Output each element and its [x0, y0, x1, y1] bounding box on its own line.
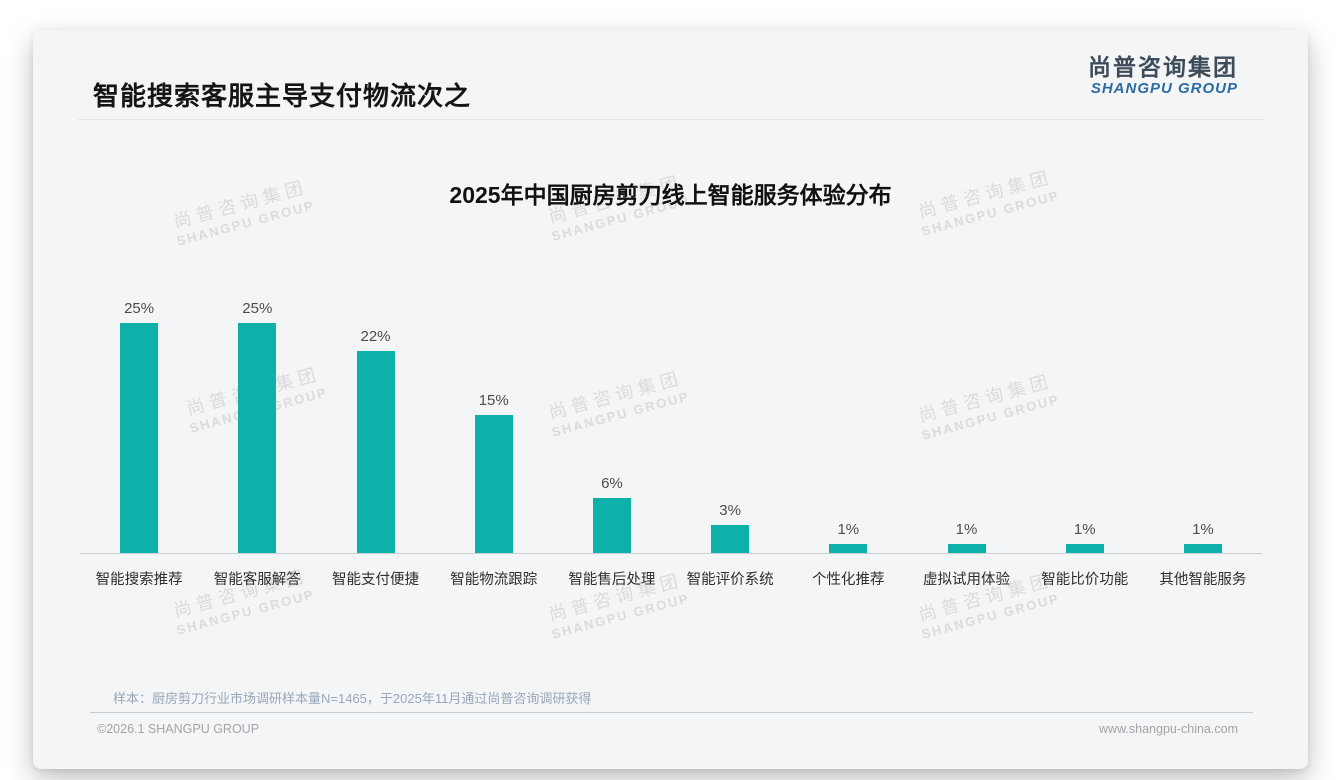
logo: 尚普咨询集团 SHANGPU GROUP: [1088, 54, 1238, 98]
bar: [829, 543, 868, 553]
bar-value-label: 3%: [719, 502, 741, 520]
bar: [711, 525, 750, 553]
watermark-en-text: SHANGPU GROUP: [920, 590, 1062, 643]
logo-cn-text: 尚普咨询集团: [1088, 54, 1238, 80]
bar: [1183, 543, 1222, 553]
bar-column: 22%: [316, 328, 434, 553]
bar-column: 1%: [1144, 521, 1262, 553]
category-label: 其他智能服务: [1159, 572, 1247, 588]
category-label: 智能评价系统: [686, 572, 774, 588]
category-label: 智能客服解答: [213, 572, 301, 588]
chart-title: 2025年中国厨房剪刀线上智能服务体验分布: [449, 182, 892, 208]
category-label: 个性化推荐: [812, 572, 885, 588]
bar-column: 3%: [671, 502, 789, 553]
bar-chart: 25% 25% 22% 15% 6% 3% 1% 1% 1% 1%: [80, 288, 1262, 553]
bar: [1065, 543, 1104, 553]
watermark-en-text: SHANGPU GROUP: [550, 590, 692, 643]
bar: [120, 323, 159, 553]
website-url: www.shangpu-china.com: [1099, 722, 1238, 736]
bar-column: 6%: [553, 475, 671, 553]
sample-note: 样本：厨房剪刀行业市场调研样本量N=1465，于2025年11月通过尚普咨询调研…: [113, 691, 592, 706]
category-label: 虚拟试用体验: [923, 572, 1011, 588]
bar-value-label: 1%: [955, 520, 978, 538]
logo-en-text: SHANGPU GROUP: [1090, 80, 1238, 98]
header-divider: [78, 119, 1263, 120]
copyright-text: ©2026.1 SHANGPU GROUP: [97, 722, 260, 736]
bar-value-label: 25%: [242, 300, 273, 317]
category-label: 智能搜索推荐: [95, 572, 183, 588]
bar-column: 25%: [80, 300, 198, 553]
category-label: 智能物流跟踪: [450, 572, 538, 588]
bar-column: 15%: [435, 392, 553, 553]
bar-value-label: 1%: [1073, 520, 1096, 538]
bar-column: 1%: [1026, 521, 1144, 553]
bar-column: 1%: [789, 521, 907, 553]
x-axis-line: [80, 553, 1262, 554]
bar-value-label: 1%: [837, 520, 860, 538]
bar-value-label: 22%: [360, 327, 391, 345]
category-label: 智能支付便捷: [332, 572, 419, 588]
bar: [592, 497, 631, 553]
bar-value-label: 6%: [601, 474, 623, 492]
category-label: 智能比价功能: [1041, 572, 1129, 588]
page-title: 智能搜索客服主导支付物流次之: [93, 81, 472, 111]
bar-column: 1%: [907, 521, 1025, 553]
category-row: 智能搜索推荐 智能客服解答 智能支付便捷 智能物流跟踪 智能售后处理 智能评价系统 个性化推…: [80, 568, 1262, 589]
bar: [356, 350, 395, 553]
bar-column: 25%: [198, 300, 316, 553]
slide-card: 智能搜索客服主导支付物流次之 尚普咨询集团 SHANGPU GROUP 2025…: [33, 30, 1308, 769]
bar: [474, 415, 513, 553]
bar-value-label: 1%: [1192, 520, 1214, 538]
bar: [238, 323, 277, 553]
bar-value-label: 15%: [478, 392, 509, 409]
footer-divider: [90, 712, 1253, 713]
category-label: 智能售后处理: [568, 572, 656, 588]
bar-value-label: 25%: [124, 300, 155, 317]
bar: [947, 543, 986, 553]
